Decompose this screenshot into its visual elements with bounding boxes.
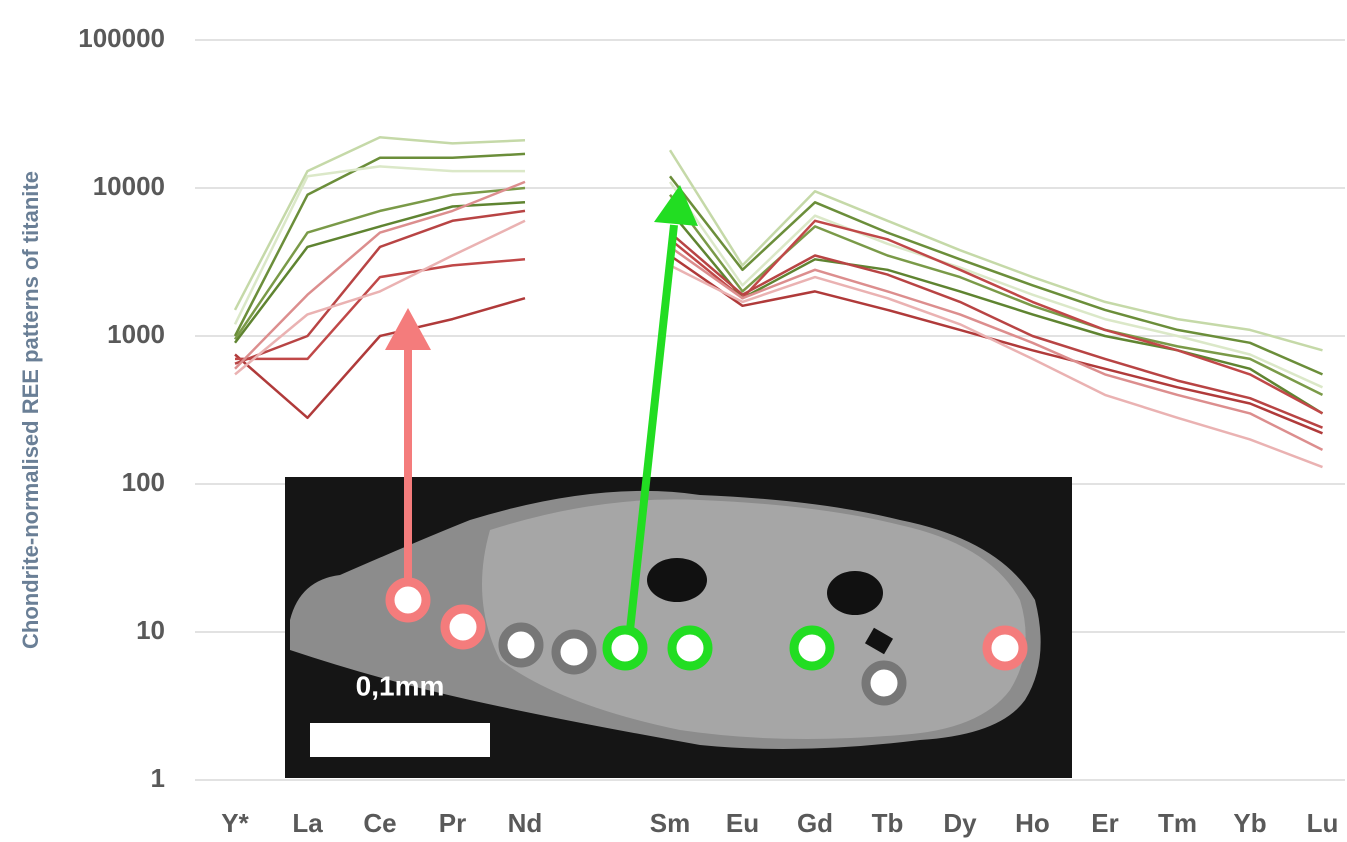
pit — [827, 571, 883, 615]
series-line — [234, 209, 1323, 429]
arrowhead — [385, 308, 431, 350]
series-line — [235, 219, 1324, 415]
x-tick-label: Ce — [363, 808, 396, 838]
x-tick-label: Eu — [726, 808, 759, 838]
scale-bar — [310, 723, 490, 757]
x-tick-label: La — [292, 808, 323, 838]
pit — [647, 558, 707, 602]
arrowhead — [654, 185, 698, 226]
x-tick-label: Lu — [1307, 808, 1339, 838]
pit — [864, 627, 894, 655]
series-line — [234, 254, 1323, 435]
x-tick-label: Y* — [221, 808, 249, 838]
series-line — [233, 165, 1324, 389]
y-tick-label: 10 — [136, 615, 165, 645]
x-tick-label: Tm — [1158, 808, 1197, 838]
x-tick-label: Dy — [943, 808, 977, 838]
x-tick-label: Yb — [1233, 808, 1266, 838]
x-tick-label: Tb — [872, 808, 904, 838]
spots — [385, 577, 1028, 706]
y-tick-label: 100 — [122, 467, 165, 497]
series-line — [233, 186, 1324, 397]
series-line — [233, 136, 1323, 352]
scale-label: 0,1mm — [356, 670, 445, 701]
y-tick-label: 10000 — [93, 171, 165, 201]
series-line — [234, 219, 1323, 469]
x-tick-label: Er — [1091, 808, 1118, 838]
micrograph: 0,1mm — [285, 185, 1072, 778]
x-tick-label: Nd — [508, 808, 543, 838]
y-tick-label: 1 — [151, 763, 165, 793]
y-axis-title: Chondrite-normalised REE patterns of tit… — [18, 171, 43, 649]
series-line — [234, 201, 1324, 415]
series-line — [234, 180, 1324, 452]
series-line — [233, 152, 1323, 376]
x-tick-label: Sm — [650, 808, 690, 838]
arrow — [626, 224, 678, 631]
y-tick-label: 100000 — [78, 23, 165, 53]
plot-area — [233, 136, 1324, 469]
x-tick-label: Gd — [797, 808, 833, 838]
y-tick-label: 1000 — [107, 319, 165, 349]
x-tick-label: Ho — [1015, 808, 1050, 838]
x-tick-label: Pr — [439, 808, 466, 838]
